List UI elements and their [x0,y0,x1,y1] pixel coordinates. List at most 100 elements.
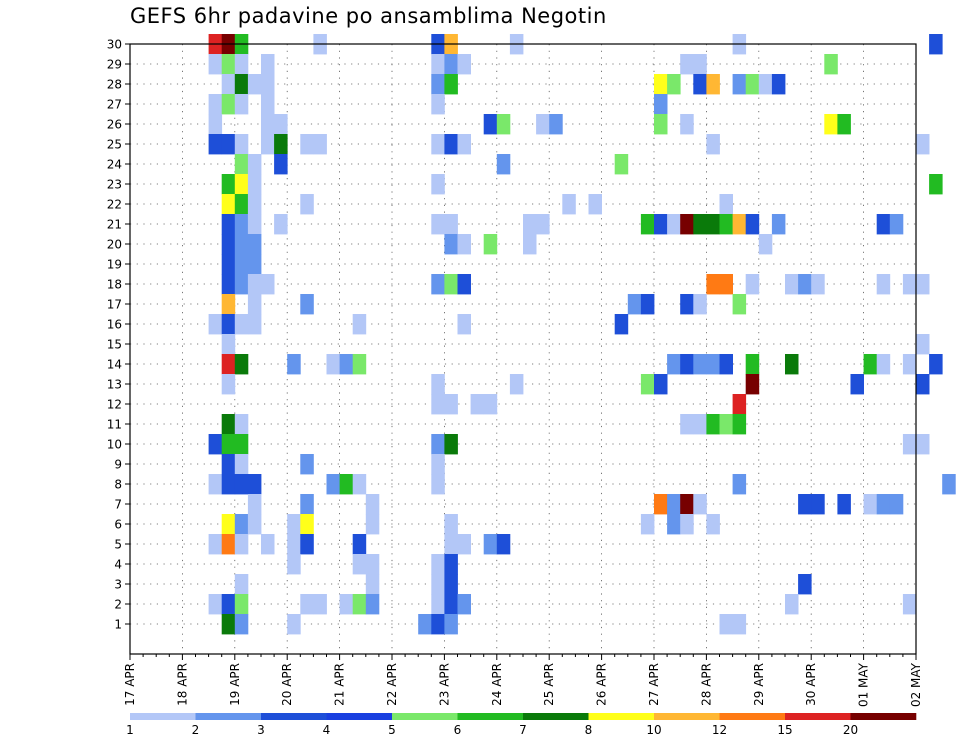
heatmap-cell [234,434,249,455]
heatmap-cell [667,214,681,235]
colorbar-label: 1 [126,723,134,737]
heatmap-cell [234,514,249,535]
heatmap-cell [640,294,655,315]
heatmap-cell [221,454,236,475]
heatmap-cell [339,474,354,495]
heatmap-cell [942,474,956,495]
heatmap-cell [274,214,288,235]
heatmap-cell [863,354,878,375]
y-tick-label: 11 [107,418,122,432]
heatmap-cell [234,94,249,115]
heatmap-cell [706,134,720,155]
chart-title: GEFS 6hr padavine po ansamblima Negotin [130,4,607,28]
colorbar-label: 8 [585,723,593,737]
heatmap-cell [732,294,747,315]
heatmap-cell [929,354,943,375]
y-tick-label: 28 [107,78,122,92]
heatmap-cell [732,614,747,635]
heatmap-cell [234,234,249,255]
heatmap-cell [876,354,891,375]
x-tick-label: 28 APR [699,663,713,706]
heatmap-cell [771,214,786,235]
heatmap-cell [431,614,445,635]
heatmap-cell [785,594,799,615]
heatmap-cell [732,474,747,495]
heatmap-cell [640,214,655,235]
heatmap-cell [916,334,930,355]
y-tick-label: 25 [107,138,122,152]
heatmap-cell [444,274,458,295]
heatmap-cell [523,214,537,235]
heatmap-cell [732,74,747,95]
heatmap-cell [536,214,550,235]
heatmap-cell [365,494,380,515]
heatmap-cell [247,234,262,255]
heatmap-cell [313,594,327,615]
colorbar-segment [850,713,917,720]
heatmap-cell [496,534,511,555]
heatmap-cell [444,74,458,95]
heatmap-cell [234,174,249,195]
heatmap-cell [261,134,275,155]
y-tick-label: 17 [107,298,122,312]
heatmap-cell [444,594,458,615]
heatmap-cell [208,134,223,155]
colorbar-label: 7 [519,723,527,737]
heatmap-cell [431,454,445,475]
x-tick-label: 24 APR [490,663,504,706]
heatmap-cell [247,174,262,195]
heatmap-cell [234,574,249,595]
heatmap-cell [745,374,760,395]
heatmap-cell [431,554,445,575]
heatmap-cell [902,354,917,375]
heatmap-cell [431,174,445,195]
heatmap-cell [444,574,458,595]
heatmap-cell [916,434,930,455]
heatmap-cell [614,154,629,175]
y-tick-label: 6 [114,518,122,532]
heatmap-cell [326,474,340,495]
heatmap-cell [431,574,445,595]
heatmap-cell [326,354,340,375]
heatmap-cell [680,514,694,535]
heatmap-cell [247,474,262,495]
heatmap-cell [287,534,301,555]
heatmap-cell [654,214,668,235]
colorbar-segment [588,713,655,720]
heatmap-cell [667,514,681,535]
heatmap-cell [680,354,694,375]
colorbar-segment [523,713,589,720]
x-tick-label: 29 APR [752,663,766,706]
heatmap-cell [745,74,760,95]
heatmap-cell [247,214,262,235]
heatmap-cell [300,494,314,515]
heatmap-cell [208,474,223,495]
y-tick-label: 30 [107,38,122,52]
y-tick-label: 5 [114,538,122,552]
heatmap-cell [654,74,668,95]
y-tick-label: 21 [107,218,122,232]
heatmap-cell [300,194,314,215]
heatmap-cell [221,414,236,435]
heatmap-cell [706,274,720,295]
heatmap-cell [876,214,891,235]
heatmap-cell [352,474,367,495]
colorbar-label: 2 [192,723,200,737]
heatmap-cell [837,494,851,515]
heatmap-cell [221,134,236,155]
y-tick-label: 8 [114,478,122,492]
heatmap-cell [365,594,380,615]
y-tick-label: 12 [107,398,122,412]
heatmap-cell [339,594,354,615]
heatmap-cell [287,614,301,635]
heatmap-cell [221,614,236,635]
heatmap-cell [719,214,733,235]
heatmap-cell [523,234,537,255]
heatmap-cell [221,94,236,115]
heatmap-cell [798,574,812,595]
heatmap-cell [365,514,380,535]
heatmap-cell [234,134,249,155]
heatmap-cell [916,134,930,155]
heatmap-cell [771,74,786,95]
